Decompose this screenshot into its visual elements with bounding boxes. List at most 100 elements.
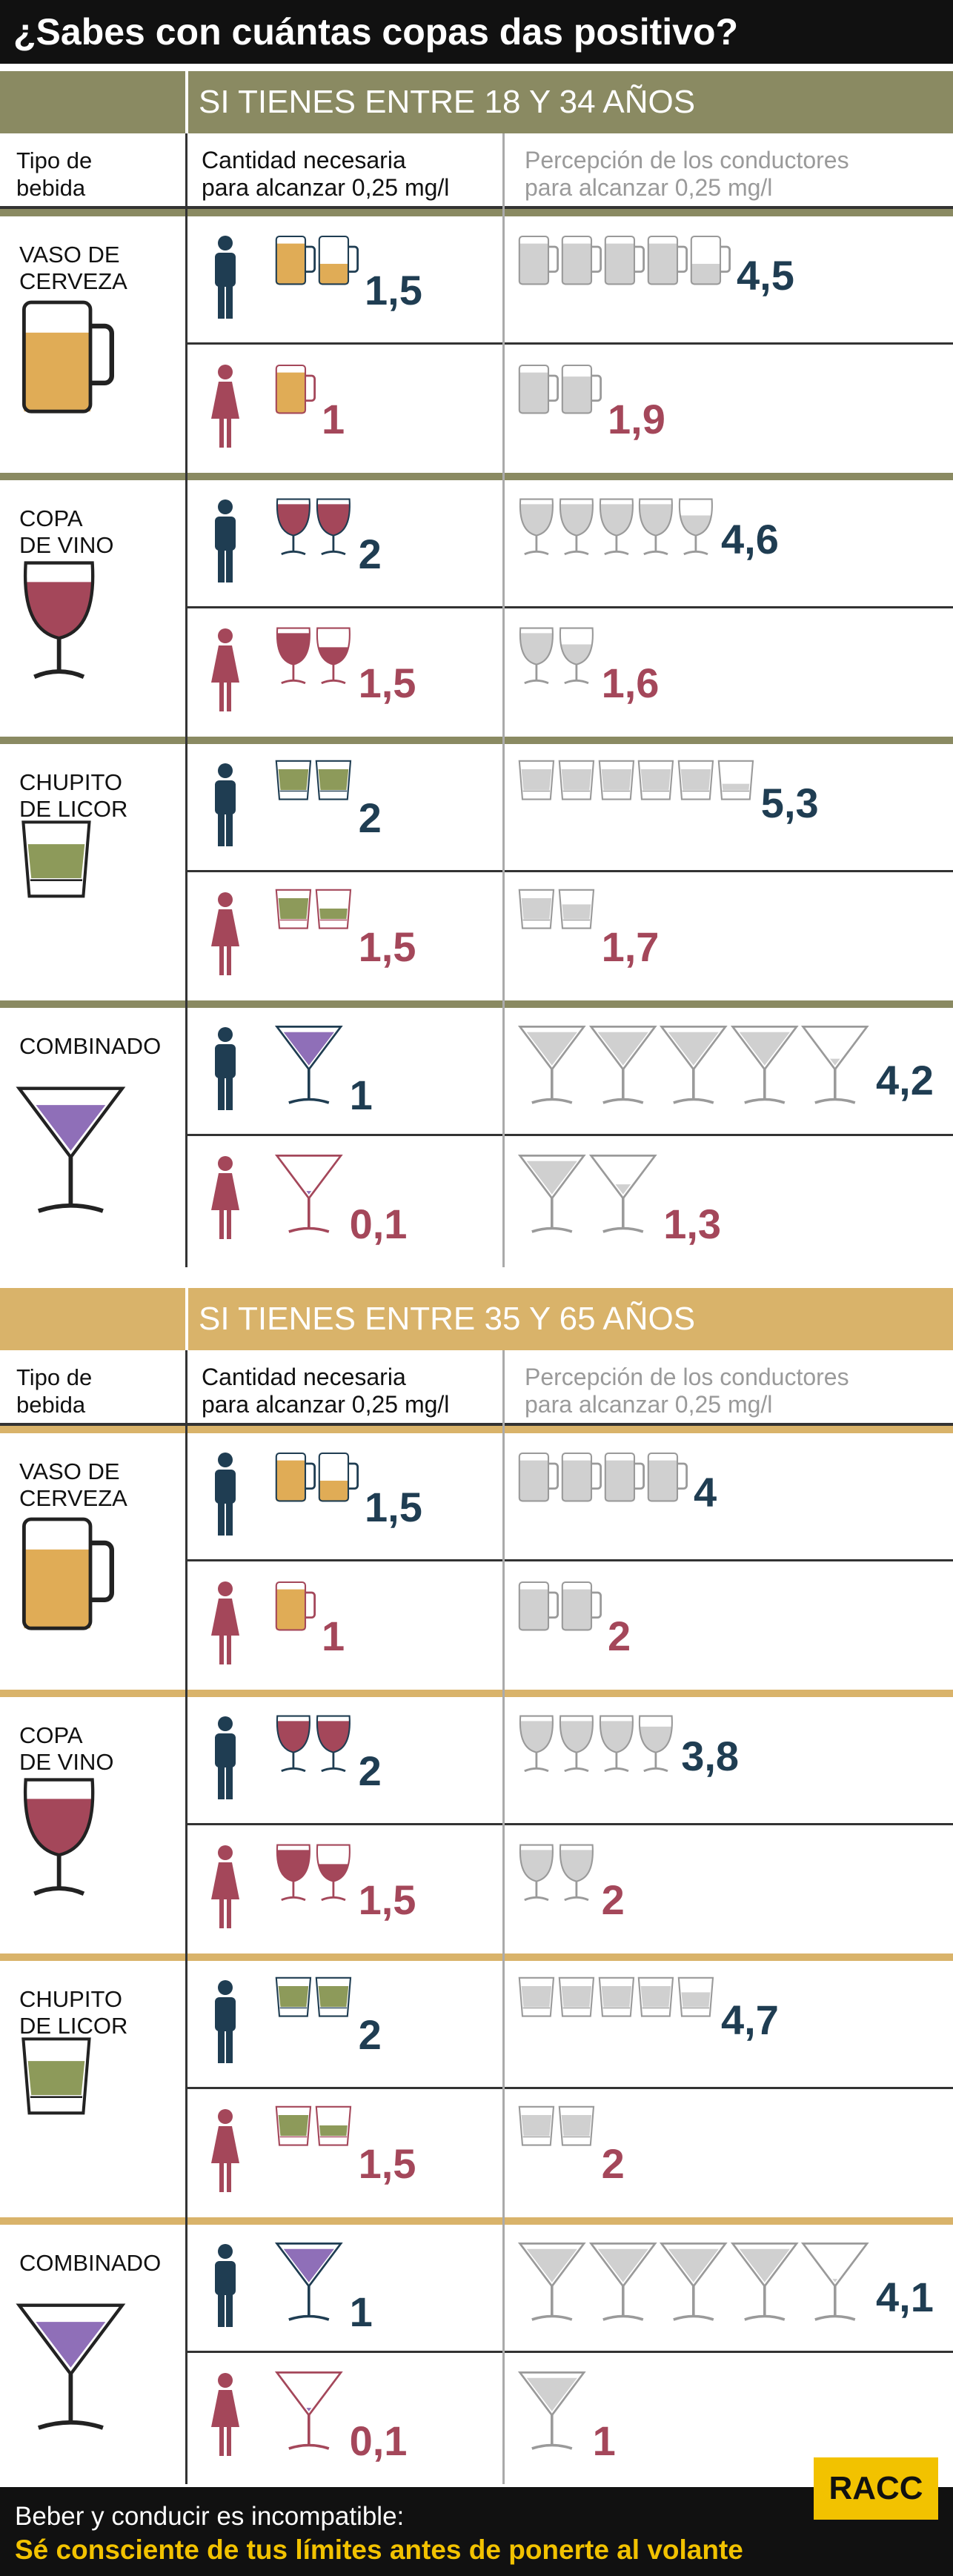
liquor-female-0-2-0-icon [275, 889, 312, 929]
beer-male-1-0-0-icon [275, 1452, 316, 1502]
male-person-icon [215, 1027, 236, 1110]
female-row: 1,5 2 [187, 1826, 953, 1951]
beer-perceived-male-1-0-3-icon [647, 1452, 688, 1502]
liquor-male-1-2-1-icon [315, 1976, 351, 2017]
perceived-amount-icons [517, 1976, 715, 2018]
required-amount: 2 [358, 794, 382, 841]
cocktail-male-1-3-0-icon [274, 2243, 343, 2321]
wine-perceived-male-1-1-1-icon [559, 1715, 594, 1773]
drink-group-beer: VASO DE CERVEZA 1,5 4,5 1 1,9 [0, 209, 953, 473]
required-amount: 0,1 [349, 1201, 408, 1247]
drink-group-cocktail: COMBINADO 1 4,1 0,1 1 [0, 2217, 953, 2481]
female-person-icon [211, 892, 239, 975]
section-header: SI TIENES ENTRE 35 Y 65 AÑOS [0, 1288, 953, 1350]
drink-illustration [19, 2035, 93, 2121]
perceived-amount-icons [517, 1577, 602, 1634]
cocktail-perceived-female-0-3-1-icon [588, 1155, 657, 1233]
cocktail-male-0-3-0-icon [274, 1026, 343, 1104]
beer-perceived-male-0-0-4-icon [690, 235, 731, 285]
female-person-icon [211, 2109, 239, 2192]
wine-female-1-1-0-icon [276, 1844, 311, 1902]
perceived-amount: 4,1 [876, 2274, 934, 2320]
beer-perceived-male-1-0-1-icon [561, 1452, 602, 1502]
liquor-perceived-female-0-2-0-icon [518, 889, 555, 929]
header-percepcion: Percepción de los conductores para alcan… [525, 147, 849, 201]
liquor-perceived-female-0-2-1-icon [558, 889, 594, 929]
beer-male-1-0-1-icon [318, 1452, 359, 1502]
liquor-perceived-female-1-2-1-icon [558, 2105, 594, 2146]
wine-perceived-male-0-1-3-icon [639, 498, 674, 556]
required-amount: 1,5 [365, 267, 422, 313]
footer-line-2: Sé consciente de tus límites antes de po… [15, 2534, 743, 2565]
required-amount-icons [274, 495, 353, 557]
wine-perceived-male-1-1-0-icon [519, 1715, 554, 1773]
drink-group-liquor: CHUPITO DE LICOR 2 5,3 1,5 1,7 [0, 737, 953, 1000]
cocktail-female-0-3-0-icon [274, 1155, 343, 1233]
perceived-amount-icons [517, 2240, 870, 2323]
beer-perceived-male-1-0-0-icon [518, 1452, 559, 1502]
beer-perceived-male-1-0-2-icon [604, 1452, 645, 1502]
beer-perceived-female-1-0-0-icon [518, 1581, 559, 1631]
perceived-amount-icons [517, 1841, 596, 1903]
perceived-amount-icons [517, 495, 715, 557]
big-liquor-1-icon [21, 2037, 91, 2115]
required-amount: 1 [349, 1072, 373, 1118]
required-amount-icons [274, 624, 353, 686]
female-person-icon [211, 2373, 239, 2456]
liquor-perceived-male-0-2-3-icon [638, 760, 674, 800]
required-amount: 0,1 [349, 2417, 408, 2464]
wine-female-1-1-1-icon [316, 1844, 351, 1902]
cocktail-perceived-male-1-3-3-icon [730, 2243, 799, 2321]
section-title: SI TIENES ENTRE 35 Y 65 AÑOS [199, 1301, 696, 1337]
drink-illustration [19, 1507, 114, 1641]
required-amount-icons [274, 231, 359, 288]
required-amount-icons [274, 1976, 353, 2018]
cocktail-perceived-male-0-3-4-icon [801, 1026, 870, 1104]
required-amount-icons [274, 759, 353, 801]
beer-male-0-0-1-icon [318, 235, 359, 285]
big-wine-0-icon [23, 561, 95, 679]
perceived-amount: 3,8 [681, 1733, 740, 1779]
perceived-amount-icons [517, 2105, 596, 2147]
big-beer-0-icon [22, 300, 114, 414]
age-section: SI TIENES ENTRE 18 Y 34 AÑOS Tipo de beb… [0, 71, 953, 1267]
cocktail-perceived-female-1-3-0-icon [517, 2371, 586, 2450]
beer-perceived-male-0-0-3-icon [647, 235, 688, 285]
required-amount-icons [274, 2240, 344, 2323]
required-amount: 2 [358, 1747, 382, 1794]
required-amount-icons [274, 2105, 353, 2147]
cocktail-perceived-male-1-3-1-icon [588, 2243, 657, 2321]
column-headers: Tipo de bebida Cantidad necesaria para a… [0, 1350, 953, 1426]
header-cantidad: Cantidad necesaria para alcanzar 0,25 mg… [202, 1364, 450, 1418]
male-row: 2 3,8 [187, 1697, 953, 1822]
drink-group-wine: COPA DE VINO 2 4,6 1,5 1,6 [0, 473, 953, 737]
liquor-female-0-2-1-icon [315, 889, 351, 929]
liquor-perceived-male-1-2-4-icon [677, 1976, 714, 2017]
male-row: 1 4,1 [187, 2225, 953, 2349]
wine-perceived-male-0-1-1-icon [559, 498, 594, 556]
section-header: SI TIENES ENTRE 18 Y 34 AÑOS [0, 71, 953, 133]
drink-illustration [19, 291, 114, 425]
liquor-male-0-2-1-icon [315, 760, 351, 800]
wine-perceived-male-1-1-2-icon [599, 1715, 634, 1773]
perceived-amount: 2 [601, 2140, 625, 2187]
perceived-amount-icons [517, 759, 755, 801]
perceived-amount: 1,3 [663, 1201, 722, 1247]
beer-female-0-0-0-icon [275, 364, 316, 414]
required-amount: 1,5 [358, 923, 416, 970]
wine-female-0-1-0-icon [276, 627, 311, 685]
drink-illustration [19, 818, 93, 904]
female-row: 1,5 2 [187, 2090, 953, 2214]
female-row: 1 2 [187, 1562, 953, 1687]
female-person-icon [211, 1156, 239, 1239]
female-row: 1,5 1,6 [187, 609, 953, 734]
required-amount-icons [274, 1841, 353, 1903]
liquor-perceived-male-0-2-0-icon [518, 760, 555, 800]
perceived-amount-icons [517, 360, 602, 417]
drink-label: VASO DE CERVEZA [19, 242, 127, 294]
liquor-female-1-2-0-icon [275, 2105, 312, 2146]
age-section: SI TIENES ENTRE 35 Y 65 AÑOS Tipo de beb… [0, 1288, 953, 2484]
drink-illustration [19, 554, 99, 687]
wine-perceived-male-0-1-0-icon [519, 498, 554, 556]
perceived-amount: 4,6 [721, 516, 779, 562]
